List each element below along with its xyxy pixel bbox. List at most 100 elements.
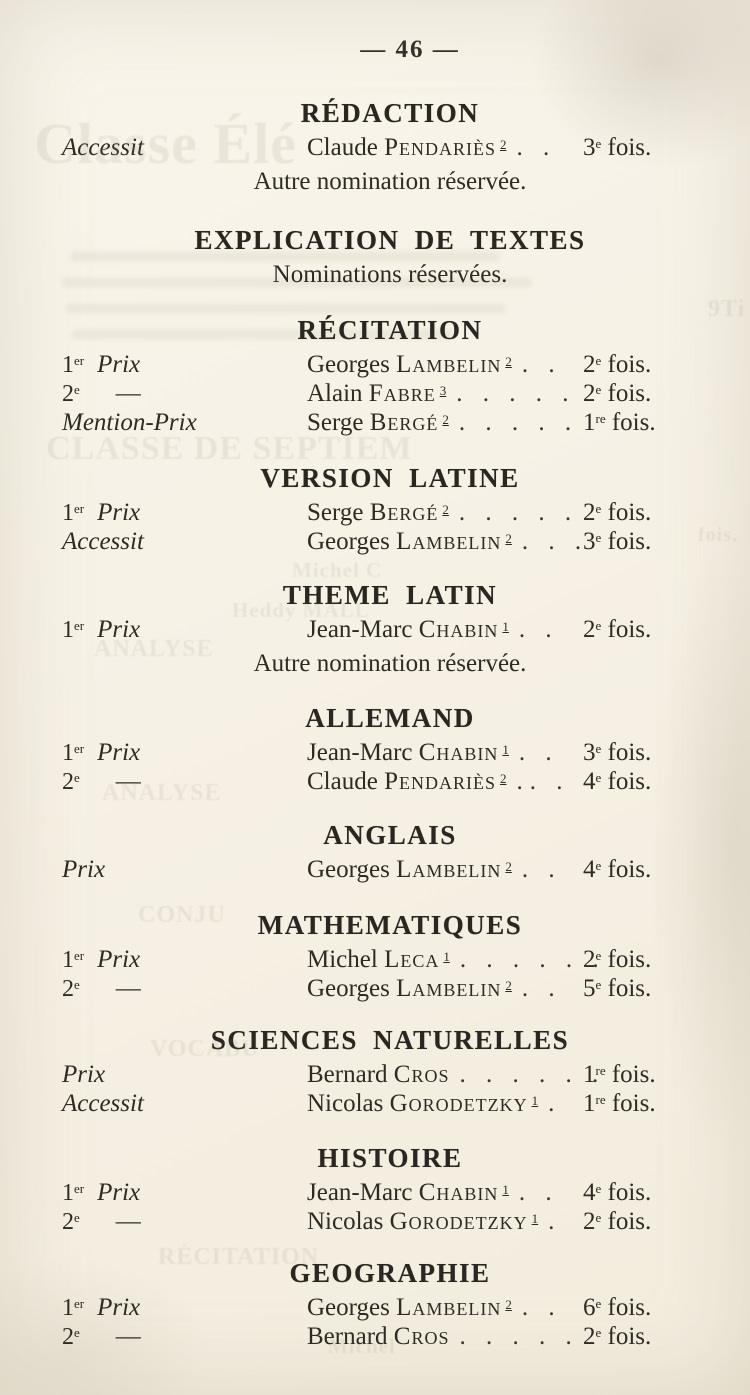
award-label: 1er Prix	[62, 739, 140, 767]
times-word: fois.	[601, 946, 652, 973]
award-label: 2e —	[62, 975, 141, 1003]
award-ordinal: 1er	[62, 352, 85, 378]
section-redaction: RÉDACTION Accessit Claude Pendariès 2 . . 3e …	[60, 98, 720, 196]
times-ordinal-superscript: e	[595, 858, 602, 873]
award-text: Prix	[97, 946, 141, 973]
award-text: Accessit	[62, 528, 144, 555]
leader-dots: . . . . .	[458, 499, 579, 526]
award-text: —	[115, 1208, 141, 1235]
section-sciences-naturelles: SCIENCES NATURELLES Prix Bernard Cros. . .…	[60, 1025, 720, 1119]
laureate-name: Serge Bergé 2 . . . . .	[307, 409, 578, 437]
leader-dots: . .	[518, 739, 559, 766]
leader-dots: .	[548, 1208, 562, 1235]
laureate-given: Georges	[307, 528, 397, 555]
times-word: fois.	[601, 1208, 652, 1235]
laureate-name: Georges Lambelin 2 . .	[307, 351, 562, 379]
award-text: Prix	[62, 1061, 106, 1088]
prize-row: Accessit Georges Lambelin 2 . . . 3e fois.	[60, 528, 720, 557]
times-ordinal-superscript: re	[595, 1092, 606, 1107]
section-theme-latin: THEME LATIN 1er Prix Jean-Marc Chabin 1 . . 2e…	[60, 580, 720, 678]
section-recitation: RÉCITATION 1er Prix Georges Lambelin 2. . 2e …	[60, 315, 720, 438]
laureate-footnote-number: 3	[439, 383, 447, 398]
leader-dots: .. .	[516, 768, 570, 795]
laureate-surname: Lambelin	[396, 975, 502, 1002]
laureate-given: Claude	[307, 768, 385, 795]
times-ordinal: 1re	[583, 409, 606, 436]
times-ordinal: 5e	[583, 975, 602, 1002]
laureate-surname: Pendariès	[384, 134, 496, 161]
times-ordinal: 4e	[583, 856, 602, 883]
leader-dots: . . .	[521, 528, 589, 555]
laureate-footnote-number: 1	[502, 1182, 509, 1197]
section-title: THEME LATIN	[282, 580, 498, 610]
section-title: EXPLICATION DE TEXTES	[194, 225, 586, 255]
section-note: Autre nomination réservée.	[253, 650, 527, 677]
prize-row: 1er Prix Jean-Marc Chabin 1 . . 4e fois.	[60, 1179, 720, 1208]
award-text: Prix	[97, 351, 141, 378]
laureate-footnote-number: 2	[499, 771, 507, 786]
prize-row: 1er Prix Serge Bergé 2 . . . . . 2e fois.	[60, 499, 720, 528]
section-note: Autre nomination réservée.	[253, 168, 527, 195]
laureate-surname: Cros	[393, 1323, 450, 1350]
section-title: VERSION LATINE	[260, 463, 520, 493]
laureate-name: Claude Pendariès 2 . .	[307, 134, 556, 162]
laureate-name: Bernard Cros . . . . .	[307, 1323, 579, 1351]
award-label: Accessit	[62, 134, 144, 162]
times-ordinal: 6e	[583, 1294, 602, 1321]
laureate-given: Serge	[307, 409, 370, 436]
times-ordinal-superscript: e	[595, 741, 602, 756]
section-note: Nominations réservées.	[272, 261, 508, 288]
section-title: ALLEMAND	[305, 703, 475, 733]
award-label: Mention-Prix	[62, 409, 197, 437]
times-ordinal: 2e	[583, 1323, 602, 1350]
laureate-given: Jean-Marc	[307, 616, 419, 643]
times-awarded: 2e fois.	[583, 1323, 651, 1351]
times-ordinal-superscript: e	[595, 382, 602, 397]
award-ordinal-superscript: e	[74, 1210, 80, 1225]
leader-dots: . .	[521, 856, 562, 883]
award-text: —	[115, 768, 141, 795]
laureate-footnote-number: 1	[531, 1211, 539, 1226]
award-ordinal-superscript: er	[74, 1181, 85, 1196]
award-ordinal-superscript: er	[74, 948, 85, 963]
section-version-latine: VERSION LATINE 1er Prix Serge Bergé 2. . . .…	[60, 463, 720, 557]
award-label: Prix	[62, 856, 105, 884]
times-ordinal-superscript: e	[595, 1181, 602, 1196]
section-geographie: GEOGRAPHIE 1er Prix Georges Lambelin 2 . . 6e …	[60, 1258, 720, 1352]
times-ordinal-superscript: re	[595, 1063, 606, 1078]
laureate-given: Jean-Marc	[307, 739, 419, 766]
section-title: SCIENCES NATURELLES	[210, 1025, 570, 1055]
laureate-surname: Lambelin	[396, 856, 502, 883]
prize-row: 2e — Alain Fabre 3 . . . . . 2e fois.	[60, 380, 720, 409]
times-ordinal-superscript: e	[595, 530, 602, 545]
laureate-surname: Cros	[393, 1061, 450, 1088]
times-ordinal-superscript: e	[595, 353, 602, 368]
prize-row: 2e — Georges Lambelin 2 . . 5e fois.	[60, 975, 720, 1004]
award-label: 1er Prix	[62, 351, 140, 379]
laureate-surname: Chabin	[418, 739, 499, 766]
laureate-given: Nicolas	[307, 1208, 390, 1235]
laureate-name: Serge Bergé 2 . . . . .	[307, 499, 578, 527]
award-text: —	[115, 975, 141, 1002]
times-ordinal: 1re	[583, 1061, 606, 1088]
times-ordinal-superscript: e	[595, 1325, 602, 1340]
leader-dots: . .	[521, 351, 562, 378]
award-ordinal: 2e	[62, 381, 80, 407]
leader-dots: . .	[516, 134, 557, 161]
award-ordinal: 1er	[62, 1295, 85, 1321]
bleedthrough-line	[70, 252, 500, 261]
laureate-name: Georges Lambelin 2 . . .	[307, 528, 588, 556]
laureate-name: Jean-Marc Chabin 1 . .	[307, 616, 559, 644]
laureate-given: Alain	[307, 380, 369, 407]
times-ordinal: 3e	[583, 528, 602, 555]
times-ordinal-superscript: e	[595, 770, 602, 785]
leader-dots: . . . . . .	[459, 1061, 606, 1088]
award-ordinal-superscript: er	[74, 1296, 85, 1311]
times-awarded: 2e fois.	[583, 351, 651, 379]
award-text: Prix	[97, 1179, 141, 1206]
section-explication-de-textes: EXPLICATION DE TEXTES Nominations réservé…	[60, 225, 720, 289]
laureate-footnote-number: 2	[505, 1297, 512, 1312]
laureate-surname: Gorodetzky	[389, 1090, 528, 1117]
times-word: fois.	[601, 616, 652, 643]
award-ordinal: 1er	[62, 1180, 85, 1206]
